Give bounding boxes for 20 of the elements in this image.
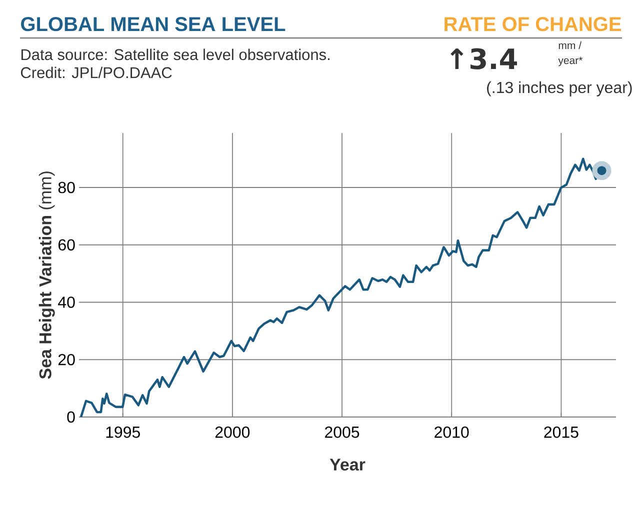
- text: (.13 inches per year): [487, 81, 632, 96]
- x-tick-label: 2010: [434, 426, 469, 438]
- text: mm /: [558, 41, 582, 50]
- y-axis-title: Sea Height Variation (mm): [38, 172, 55, 379]
- y-tick-label: 40: [58, 296, 75, 308]
- text: RATE OF CHANGE: [444, 17, 622, 32]
- text: Credit: JPL/PO.DAAC: [20, 66, 172, 78]
- y-tick-label: 60: [58, 239, 75, 251]
- chart-subtitle: Data source: Satellite sea level observations.: [21, 48, 330, 60]
- x-tick-label: 2015: [544, 426, 578, 438]
- y-tick-label: 80: [58, 182, 75, 194]
- y-tick-label: 20: [58, 354, 75, 366]
- text: ↑3.4: [450, 48, 517, 70]
- y-tick-label: 0: [67, 411, 75, 423]
- text: year*: [558, 56, 583, 66]
- x-tick-label: 1995: [106, 426, 140, 438]
- x-tick-label: 2005: [325, 426, 360, 438]
- x-tick-label: 2000: [215, 426, 250, 438]
- chart-title: GLOBAL MEAN SEA LEVEL: [21, 17, 286, 32]
- x-axis-title: Year: [330, 458, 366, 471]
